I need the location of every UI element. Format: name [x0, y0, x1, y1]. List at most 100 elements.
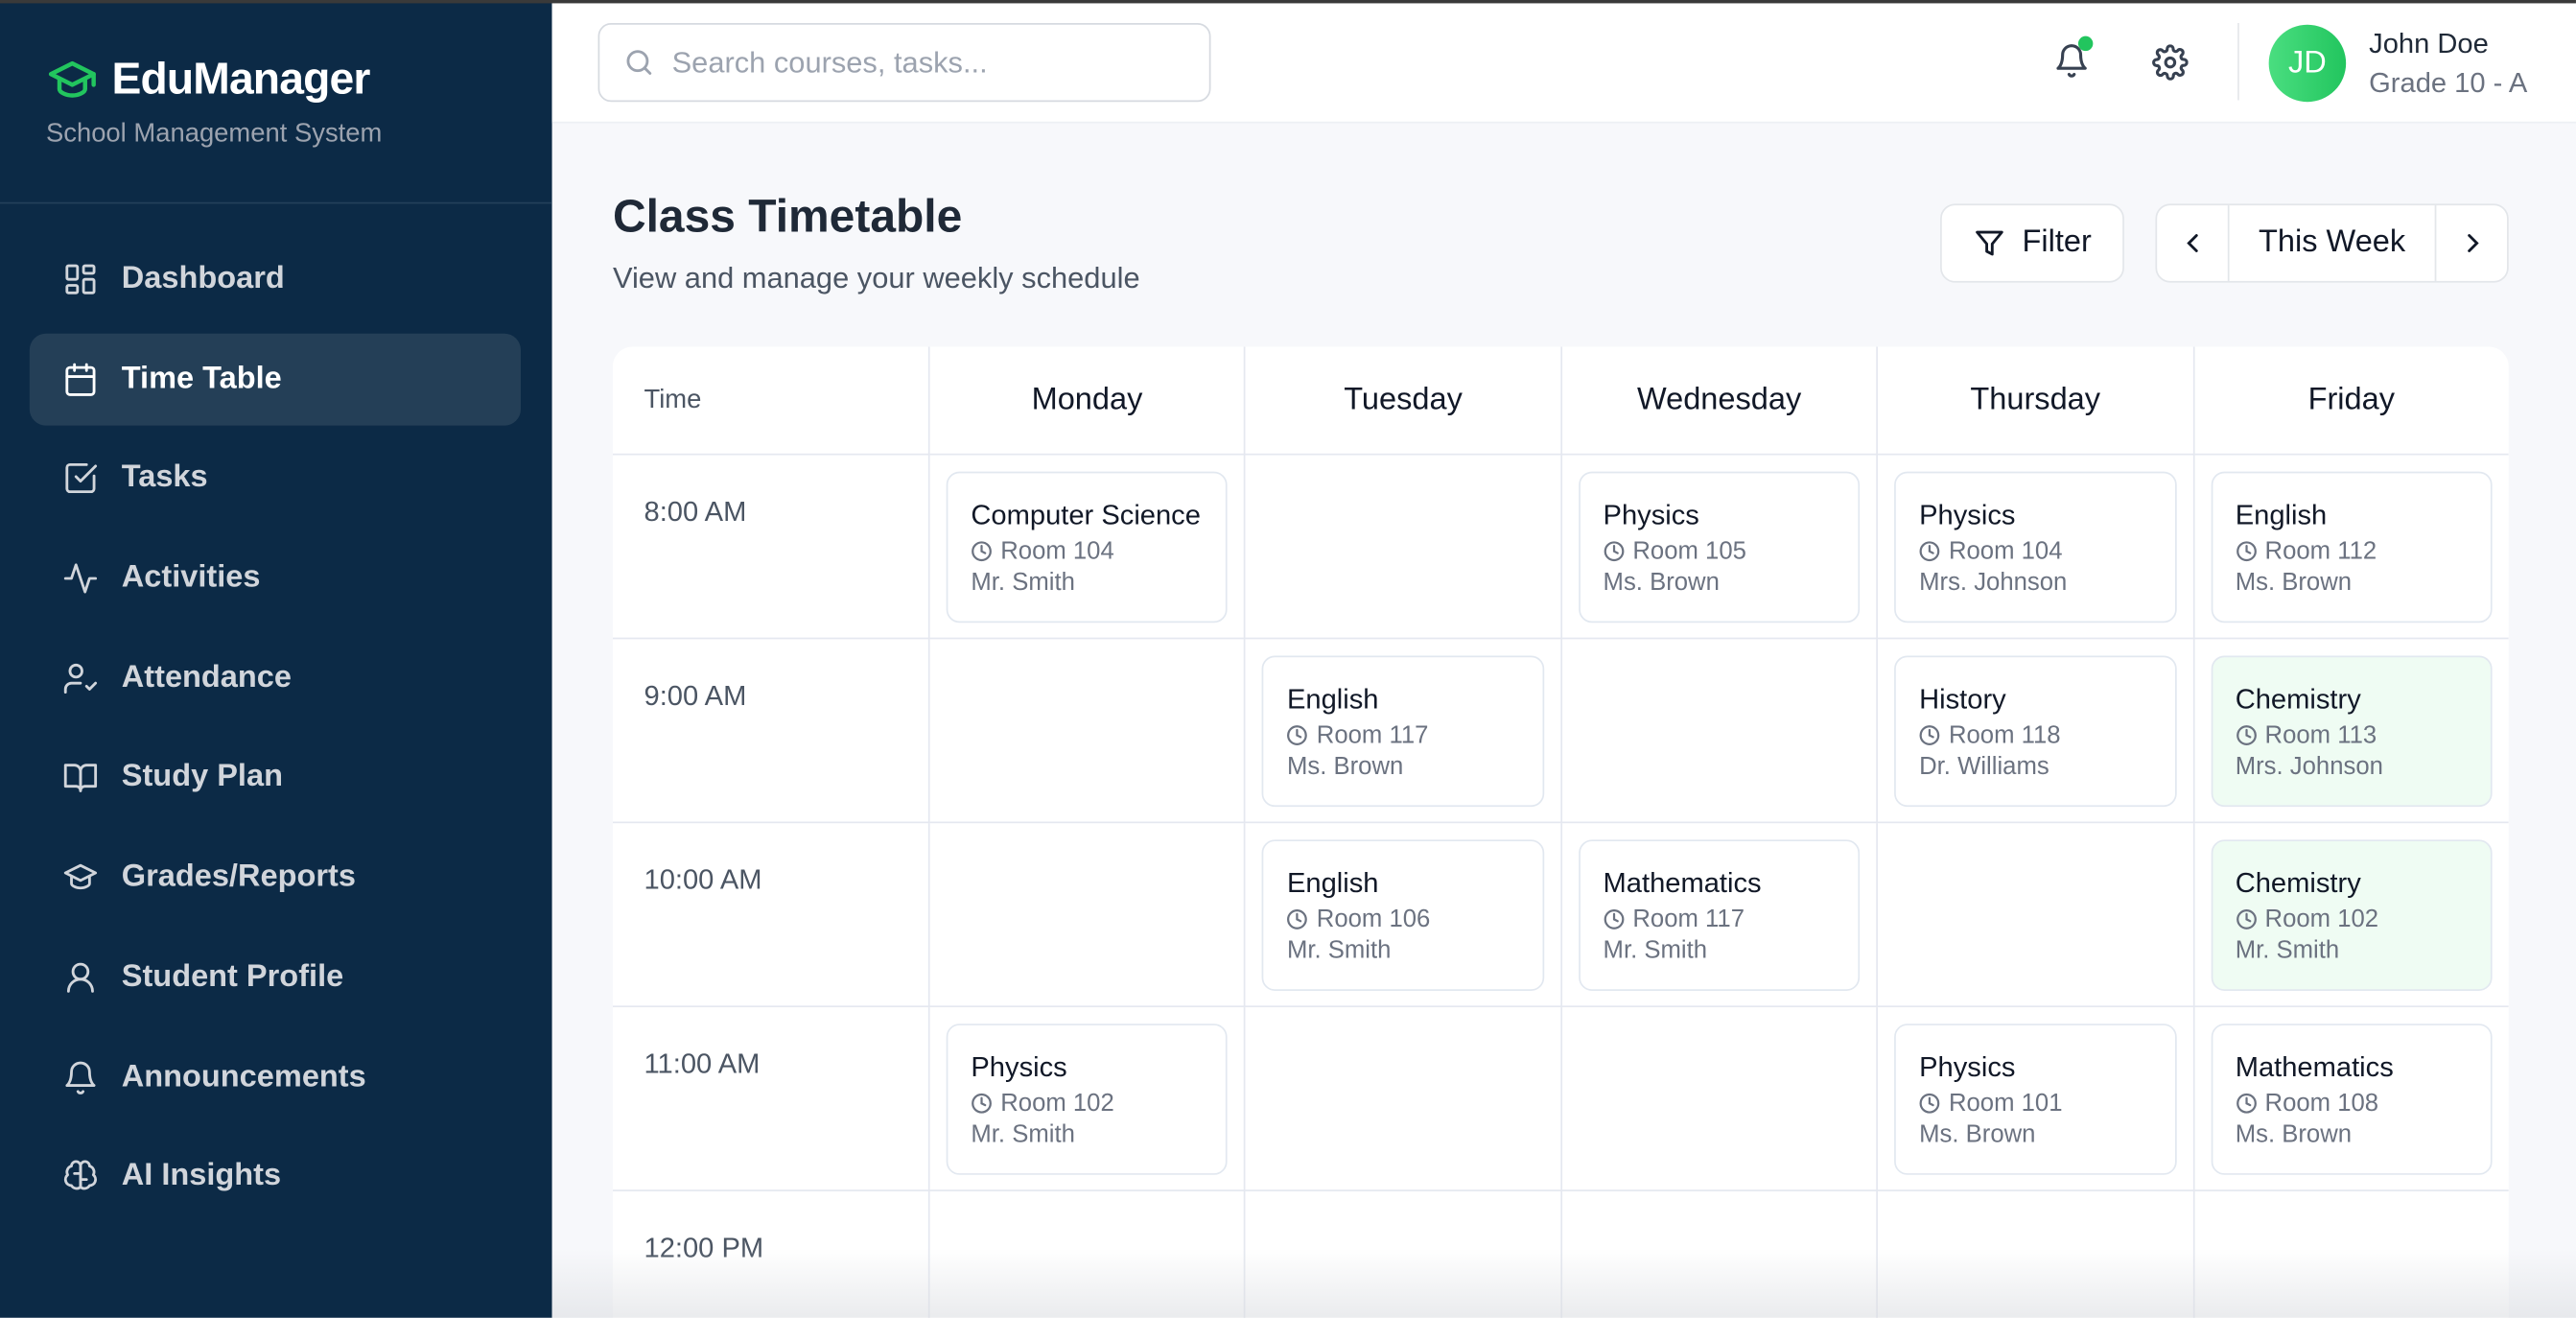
class-room: Room 113 [2264, 721, 2377, 750]
sidebar-item-label: Study Plan [121, 760, 283, 795]
timetable-cell[interactable]: Physics Room 105 Ms. Brown [1560, 455, 1877, 640]
timetable-cell[interactable]: Computer Science Room 104 Mr. Smith [927, 455, 1245, 640]
timetable-cell[interactable]: Physics Room 104 Mrs. Johnson [1876, 455, 2193, 640]
timetable-cell[interactable]: Chemistry Room 102 Mr. Smith [2192, 823, 2509, 1008]
class-subject: Chemistry [2235, 683, 2361, 716]
class-card[interactable]: Physics Room 101 Ms. Brown [1894, 1024, 2177, 1175]
sidebar-item-study-plan[interactable]: Study Plan [30, 732, 521, 824]
class-teacher: Ms. Brown [2235, 568, 2353, 597]
class-room: Room 102 [1000, 1089, 1114, 1118]
sidebar-item-student-profile[interactable]: Student Profile [30, 931, 521, 1024]
timetable-cell[interactable] [1876, 1190, 2193, 1318]
timetable-cell[interactable]: Physics Room 101 Ms. Brown [1876, 1007, 2193, 1191]
bell-icon [2056, 44, 2087, 78]
time-row: 12:00 PM [613, 1190, 2509, 1318]
class-subject: Computer Science [971, 499, 1201, 531]
class-room: Room 105 [1632, 537, 1746, 566]
timetable-cell[interactable] [927, 823, 1245, 1008]
sidebar-item-announcements[interactable]: Announcements [30, 1031, 521, 1123]
timetable-cell[interactable] [927, 639, 1245, 824]
sidebar-item-label: Dashboard [121, 261, 285, 296]
current-week-label[interactable]: This Week [2227, 205, 2437, 281]
avatar[interactable]: JD [2268, 24, 2347, 103]
day-header-monday: Monday [927, 346, 1245, 456]
notification-dot [2077, 35, 2094, 52]
class-room: Room 117 [1632, 905, 1745, 933]
brand-subtitle: School Management System [45, 120, 383, 149]
timetable-header-row: Time Monday Tuesday Wednesday Thursday Friday [612, 346, 2509, 456]
sidebar-item-label: AI Insights [121, 1158, 282, 1193]
sidebar-item-ai-insights[interactable]: AI Insights [30, 1131, 521, 1223]
timetable-cell[interactable] [927, 1190, 1245, 1318]
class-teacher: Mrs. Johnson [1919, 568, 2068, 597]
timetable-cell[interactable]: English Room 112 Ms. Brown [2192, 455, 2509, 640]
clock-icon [2236, 909, 2257, 930]
timetable-cell[interactable] [1244, 455, 1560, 640]
class-teacher: Mr. Smith [2235, 936, 2340, 965]
timetable-cell[interactable] [1560, 1190, 1877, 1318]
notifications-button[interactable] [2047, 35, 2096, 85]
week-navigator: This Week [2155, 203, 2509, 283]
search-input[interactable] [671, 45, 1165, 81]
clock-icon [1604, 541, 1625, 562]
time-label: 10:00 AM [644, 864, 762, 896]
time-label: 11:00 AM [644, 1047, 761, 1080]
class-card[interactable]: Chemistry Room 113 Mrs. Johnson [2211, 655, 2493, 808]
sidebar-item-grades-reports[interactable]: Grades/Reports [30, 832, 521, 924]
class-card[interactable]: Computer Science Room 104 Mr. Smith [946, 471, 1229, 624]
timetable-cell[interactable] [1244, 1007, 1560, 1191]
class-card[interactable]: Physics Room 105 Ms. Brown [1578, 471, 1861, 624]
class-card[interactable]: History Room 118 Dr. Williams [1894, 655, 2177, 808]
timetable-cell[interactable] [2192, 1190, 2509, 1318]
settings-button[interactable] [2145, 37, 2194, 86]
sidebar-item-attendance[interactable]: Attendance [30, 632, 521, 724]
sidebar-item-label: Attendance [121, 660, 293, 695]
timetable-cell[interactable] [1244, 1190, 1560, 1318]
user-check-icon [63, 663, 98, 694]
class-room: Room 101 [1948, 1089, 2063, 1118]
timetable-cell[interactable] [1560, 1007, 1877, 1191]
sidebar-item-activities[interactable]: Activities [30, 532, 521, 624]
header-divider [2237, 22, 2239, 101]
class-card[interactable]: English Room 117 Ms. Brown [1262, 655, 1544, 808]
timetable-cell[interactable]: Mathematics Room 108 Ms. Brown [2192, 1007, 2509, 1191]
filter-icon [1975, 230, 2003, 256]
class-subject: Physics [1603, 499, 1699, 531]
class-card[interactable]: Mathematics Room 117 Mr. Smith [1578, 839, 1861, 991]
time-row: 8:00 AM Computer Science Room 104 Mr. Sm… [612, 455, 2509, 640]
sidebar-item-dashboard[interactable]: Dashboard [30, 233, 521, 325]
class-card[interactable]: Chemistry Room 102 Mr. Smith [2211, 839, 2493, 991]
timetable-cell[interactable] [1876, 823, 2193, 1008]
timetable-cell[interactable]: English Room 117 Ms. Brown [1244, 639, 1560, 824]
clock-icon [1287, 725, 1308, 745]
sidebar-item-tasks[interactable]: Tasks [30, 433, 521, 525]
chevron-left-icon [2186, 234, 2197, 252]
class-teacher: Mr. Smith [1603, 936, 1708, 965]
timetable-cell[interactable]: Chemistry Room 113 Mrs. Johnson [2192, 639, 2509, 824]
clock-icon [2236, 541, 2257, 562]
class-teacher: Mr. Smith [971, 1120, 1075, 1149]
class-teacher: Ms. Brown [1919, 1120, 2036, 1149]
day-header-wednesday: Wednesday [1560, 346, 1877, 456]
class-card[interactable]: Mathematics Room 108 Ms. Brown [2211, 1024, 2493, 1175]
class-card[interactable]: English Room 112 Ms. Brown [2211, 471, 2493, 624]
timetable-cell[interactable]: Mathematics Room 117 Mr. Smith [1560, 823, 1877, 1008]
class-card[interactable]: Physics Room 104 Mrs. Johnson [1894, 471, 2177, 624]
timetable-cell[interactable]: English Room 106 Mr. Smith [1244, 823, 1560, 1008]
class-room: Room 108 [2264, 1089, 2379, 1118]
timetable-cell[interactable] [1560, 639, 1877, 824]
timetable-cell[interactable]: History Room 118 Dr. Williams [1876, 639, 2193, 824]
class-card[interactable]: Physics Room 102 Mr. Smith [946, 1024, 1229, 1175]
previous-week-button[interactable] [2157, 205, 2228, 281]
brand-name: EduManager [111, 54, 370, 104]
filter-button[interactable]: Filter [1940, 203, 2124, 283]
timetable-cell[interactable]: Physics Room 102 Mr. Smith [927, 1007, 1245, 1191]
logo[interactable]: EduManager [46, 55, 370, 106]
class-card[interactable]: English Room 106 Mr. Smith [1262, 839, 1544, 991]
class-teacher: Mr. Smith [1286, 936, 1392, 965]
graduation-cap-icon [48, 60, 96, 97]
search-box[interactable] [597, 22, 1211, 103]
class-teacher: Mrs. Johnson [2235, 752, 2383, 781]
next-week-button[interactable] [2436, 205, 2507, 281]
sidebar-item-time-table[interactable]: Time Table [29, 333, 522, 426]
